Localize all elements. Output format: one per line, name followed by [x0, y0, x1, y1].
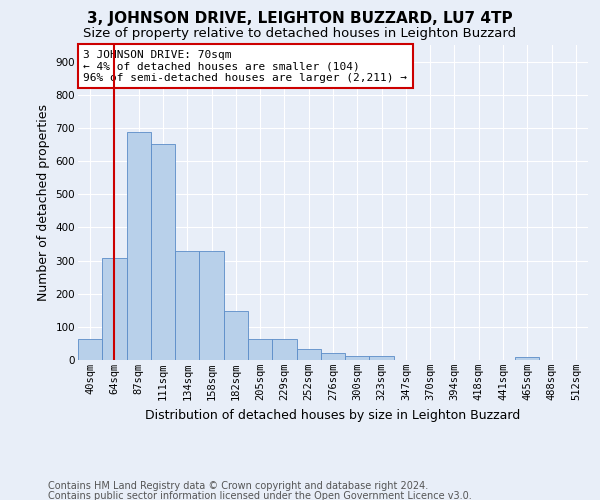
Text: Size of property relative to detached houses in Leighton Buzzard: Size of property relative to detached ho…	[83, 28, 517, 40]
Bar	[345, 356, 370, 360]
Bar	[199, 250, 224, 360]
Bar	[272, 339, 296, 360]
Text: 3 JOHNSON DRIVE: 70sqm
← 4% of detached houses are smaller (104)
96% of semi-det: 3 JOHNSON DRIVE: 70sqm ← 4% of detached …	[83, 50, 407, 83]
Text: Contains public sector information licensed under the Open Government Licence v3: Contains public sector information licen…	[48, 491, 472, 500]
Bar	[102, 258, 127, 360]
Text: 3, JOHNSON DRIVE, LEIGHTON BUZZARD, LU7 4TP: 3, JOHNSON DRIVE, LEIGHTON BUZZARD, LU7 …	[87, 11, 513, 26]
Bar	[224, 311, 248, 360]
Bar	[296, 350, 321, 360]
Bar	[515, 357, 539, 360]
Y-axis label: Number of detached properties: Number of detached properties	[37, 104, 50, 301]
Text: Contains HM Land Registry data © Crown copyright and database right 2024.: Contains HM Land Registry data © Crown c…	[48, 481, 428, 491]
Bar	[321, 354, 345, 360]
X-axis label: Distribution of detached houses by size in Leighton Buzzard: Distribution of detached houses by size …	[145, 408, 521, 422]
Bar	[370, 356, 394, 360]
Bar	[127, 132, 151, 360]
Bar	[78, 339, 102, 360]
Bar	[175, 250, 199, 360]
Bar	[151, 144, 175, 360]
Bar	[248, 339, 272, 360]
